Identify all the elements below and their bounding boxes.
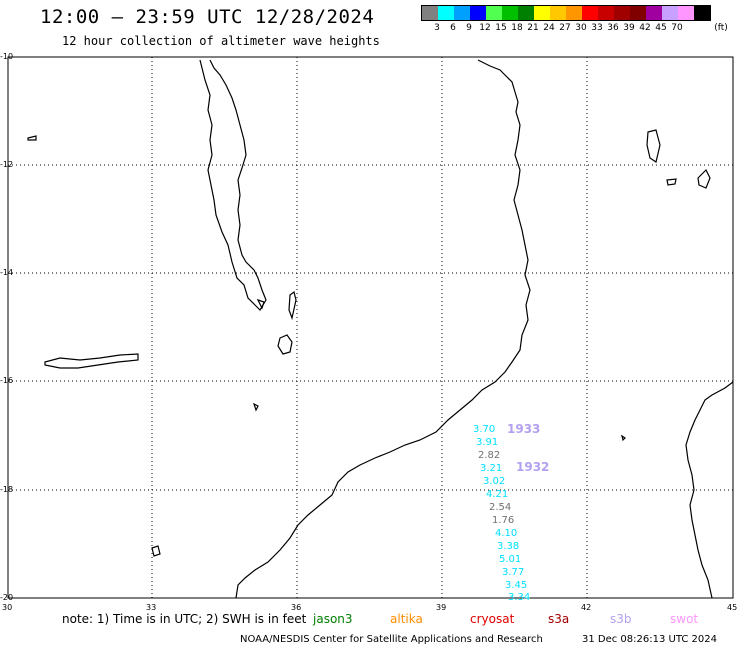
legend-swatch <box>566 6 582 20</box>
legend-label: 15 <box>495 23 507 33</box>
coastlines <box>27 59 734 599</box>
legend-label: 18 <box>511 23 523 33</box>
wave-height-value: 3.34 <box>508 592 531 603</box>
legend-swatch <box>438 6 454 20</box>
legend-label: 36 <box>607 23 619 33</box>
longitude-label: 42 <box>581 603 592 612</box>
latitude-label: -18 <box>0 485 14 494</box>
footer-timestamp: 31 Dec 08:26:13 UTC 2024 <box>582 634 717 645</box>
wave-height-value: 3.45 <box>505 580 528 591</box>
footer-credit: NOAA/NESDIS Center for Satellite Applica… <box>240 634 543 645</box>
lake-malawi-outline <box>199 59 267 311</box>
wave-height-value: 5.01 <box>499 554 522 565</box>
legend-swatch <box>646 6 662 20</box>
satellite-name: cryosat <box>470 612 515 626</box>
wave-height-value: 3.91 <box>476 437 499 448</box>
legend-swatch <box>614 6 630 20</box>
small-lake-5 <box>256 298 265 310</box>
legend-swatch <box>422 6 438 20</box>
legend-label: 30 <box>575 23 587 33</box>
legend-label: 12 <box>479 23 491 33</box>
legend-label: 9 <box>466 23 472 33</box>
legend-label: 70 <box>671 23 683 33</box>
map-frame <box>7 56 734 599</box>
latitude-label: -14 <box>0 268 14 277</box>
satellite-name: s3b <box>610 612 632 626</box>
pass-time-label: 1932 <box>516 460 550 474</box>
legend-swatch <box>518 6 534 20</box>
legend-swatches <box>421 5 711 21</box>
small-lake-1 <box>288 290 297 321</box>
legend-swatch <box>470 6 486 20</box>
legend-label: 21 <box>527 23 539 33</box>
satellite-name: swot <box>670 612 699 626</box>
latitude-label: -20 <box>0 593 14 602</box>
legend-label: 24 <box>543 23 555 33</box>
legend-label: 27 <box>559 23 571 33</box>
wave-height-value: 2.54 <box>489 502 512 513</box>
map-title: 12:00 — 23:59 UTC 12/28/2024 <box>40 6 375 28</box>
map-subtitle: 12 hour collection of altimeter wave hei… <box>62 34 380 48</box>
legend-swatch <box>662 6 678 20</box>
legend-swatch <box>678 6 694 20</box>
legend-unit: (ft) <box>714 23 728 33</box>
lake-chilwa <box>277 334 293 355</box>
latitude-label: -12 <box>0 160 14 169</box>
lake-kitangiri <box>44 353 139 369</box>
latitude-label: -10 <box>0 52 14 61</box>
legend-labels: (ft) 3 6 9 12 15 18 21 24 27 30 33 36 39 42 45 70 <box>421 21 728 35</box>
legend-swatch <box>534 6 550 20</box>
legend-swatch <box>502 6 518 20</box>
island-comoros-2 <box>697 168 711 189</box>
wave-height-value: 1.76 <box>492 515 515 526</box>
legend-swatch <box>694 6 710 20</box>
island-comoros-3 <box>666 178 677 186</box>
legend-swatch <box>582 6 598 20</box>
small-lake-3 <box>151 545 161 557</box>
wave-height-value: 2.82 <box>478 450 501 461</box>
longitude-label: 39 <box>436 603 447 612</box>
legend-label: 45 <box>655 23 667 33</box>
island-comoros-1 <box>646 129 661 163</box>
satellite-name: s3a <box>548 612 570 626</box>
longitude-label: 36 <box>291 603 302 612</box>
legend-label: 3 <box>434 23 440 33</box>
small-lake-2 <box>252 402 259 412</box>
legend-label: 6 <box>450 23 456 33</box>
satellite-name: altika <box>390 612 423 626</box>
lat-lon-grid <box>8 57 733 598</box>
wave-height-value: 4.10 <box>495 528 518 539</box>
latitude-label: -16 <box>0 376 14 385</box>
legend-swatch <box>486 6 502 20</box>
wave-height-value: 3.77 <box>502 567 525 578</box>
pass-time-label: 1933 <box>507 422 541 436</box>
legend-swatch <box>598 6 614 20</box>
legend-label: 39 <box>623 23 635 33</box>
longitude-label: 33 <box>146 603 157 612</box>
footnote: note: 1) Time is in UTC; 2) SWH is in fe… <box>62 612 307 626</box>
longitude-label: 30 <box>2 603 13 612</box>
wave-height-value: 3.38 <box>497 541 520 552</box>
legend-label: 33 <box>591 23 603 33</box>
legend-label: 42 <box>639 23 651 33</box>
longitude-label: 45 <box>727 603 738 612</box>
legend-swatch <box>550 6 566 20</box>
satellite-name: jason3 <box>313 612 353 626</box>
wave-height-value: 4.21 <box>486 489 509 500</box>
legend-swatch <box>454 6 470 20</box>
color-legend: (ft) 3 6 9 12 15 18 21 24 27 30 33 36 39 42 45 70 <box>421 5 728 35</box>
small-lake-4 <box>27 135 37 141</box>
mozambique-coastline <box>235 59 531 599</box>
madagascar-coastline <box>685 381 734 599</box>
wave-height-value: 3.70 <box>473 424 496 435</box>
wave-height-value: 3.21 <box>480 463 503 474</box>
legend-swatch <box>630 6 646 20</box>
small-island-6 <box>621 434 626 442</box>
wave-height-value: 3.02 <box>483 476 506 487</box>
